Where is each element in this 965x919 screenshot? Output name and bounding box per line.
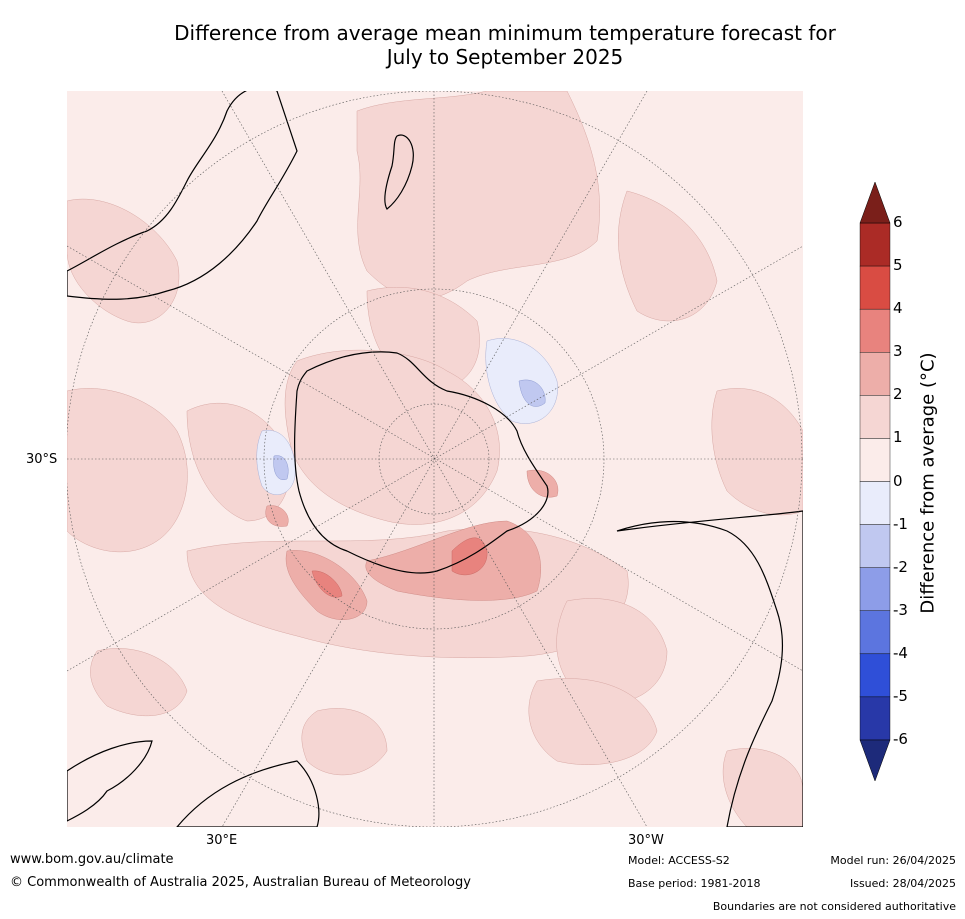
colorbar-tick-label: 6	[893, 213, 903, 231]
colorbar-band	[859, 524, 891, 568]
colorbar-tick-label: -2	[893, 557, 908, 576]
colorbar-band	[859, 438, 891, 482]
footer-copyright: © Commonwealth of Australia 2025, Austra…	[10, 875, 471, 890]
colorbar-svg	[859, 181, 891, 782]
colorbar	[855, 180, 895, 785]
colorbar-band	[859, 610, 891, 655]
anomaly-patch	[67, 198, 180, 324]
footer-model: Model: ACCESS-S2	[628, 854, 730, 867]
footer-base-period: Base period: 1981-2018	[628, 877, 761, 890]
footer-model-run: Model run: 26/04/2025	[830, 854, 956, 867]
anomaly-patch	[518, 379, 546, 407]
colorbar-tick-label: -6	[893, 730, 908, 748]
footer-boundaries-note: Boundaries are not considered authoritat…	[712, 900, 956, 913]
colorbar-band	[859, 222, 891, 267]
colorbar-over-arrow	[859, 181, 891, 224]
anomaly-patch	[311, 570, 343, 598]
footer-issued: Issued: 28/04/2025	[849, 877, 956, 890]
title-line-2: July to September 2025	[386, 45, 624, 69]
anomaly-patch	[265, 505, 289, 527]
south-america-coastline	[616, 510, 803, 827]
colorbar-band	[859, 696, 891, 741]
colorbar-band	[859, 308, 891, 353]
anomaly-patch	[526, 469, 559, 498]
anomaly-map	[67, 91, 803, 827]
colorbar-band	[859, 352, 891, 396]
longitude-label-30w: 30°W	[628, 833, 664, 848]
graticule	[67, 91, 803, 827]
anomaly-patch	[528, 678, 658, 765]
colorbar-band	[859, 395, 891, 439]
meridian	[67, 245, 803, 672]
colorbar-tick-label: -3	[893, 600, 908, 619]
colorbar-band	[859, 567, 891, 611]
anomaly-patch	[67, 388, 188, 553]
title-line-1: Difference from average mean minimum tem…	[174, 21, 836, 45]
latitude-label: 30°S	[26, 452, 58, 467]
colorbar-tick-label: 4	[893, 299, 903, 318]
colorbar-band	[859, 481, 891, 525]
anomaly-patch	[90, 648, 188, 716]
anomaly-minus-1-to-2-patches	[273, 379, 546, 481]
colorbar-tick-label: 1	[893, 428, 903, 447]
anomaly-patch	[301, 708, 388, 776]
map-svg	[67, 91, 803, 827]
colorbar-under-arrow	[859, 739, 891, 782]
colorbar-tick-label: -4	[893, 643, 908, 662]
anomaly-patch	[556, 598, 668, 704]
colorbar-title: Difference from average (°C)	[917, 352, 939, 614]
anomaly-patch	[711, 388, 803, 516]
colorbar-tick-label: 0	[893, 471, 903, 490]
anomaly-patch	[618, 190, 718, 322]
madagascar-coastline	[67, 740, 153, 822]
australia-coastline	[67, 91, 298, 300]
colorbar-band	[859, 265, 891, 310]
anomaly-patch	[273, 455, 289, 481]
colorbar-band	[859, 653, 891, 698]
new-zealand-coastline	[384, 134, 414, 210]
anomaly-patch	[356, 91, 600, 300]
footer-website: www.bom.gov.au/climate	[10, 852, 174, 867]
colorbar-tick-label: -1	[893, 514, 908, 533]
colorbar-tick-label: 2	[893, 385, 903, 404]
africa-coastline	[176, 760, 320, 827]
colorbar-tick-label: -5	[893, 686, 908, 705]
longitude-label-30e: 30°E	[206, 833, 238, 848]
antarctica-coastline	[294, 351, 549, 574]
colorbar-tick-label: 5	[893, 256, 903, 275]
colorbar-tick-label: 3	[893, 342, 903, 361]
chart-title: Difference from average mean minimum tem…	[60, 21, 950, 69]
